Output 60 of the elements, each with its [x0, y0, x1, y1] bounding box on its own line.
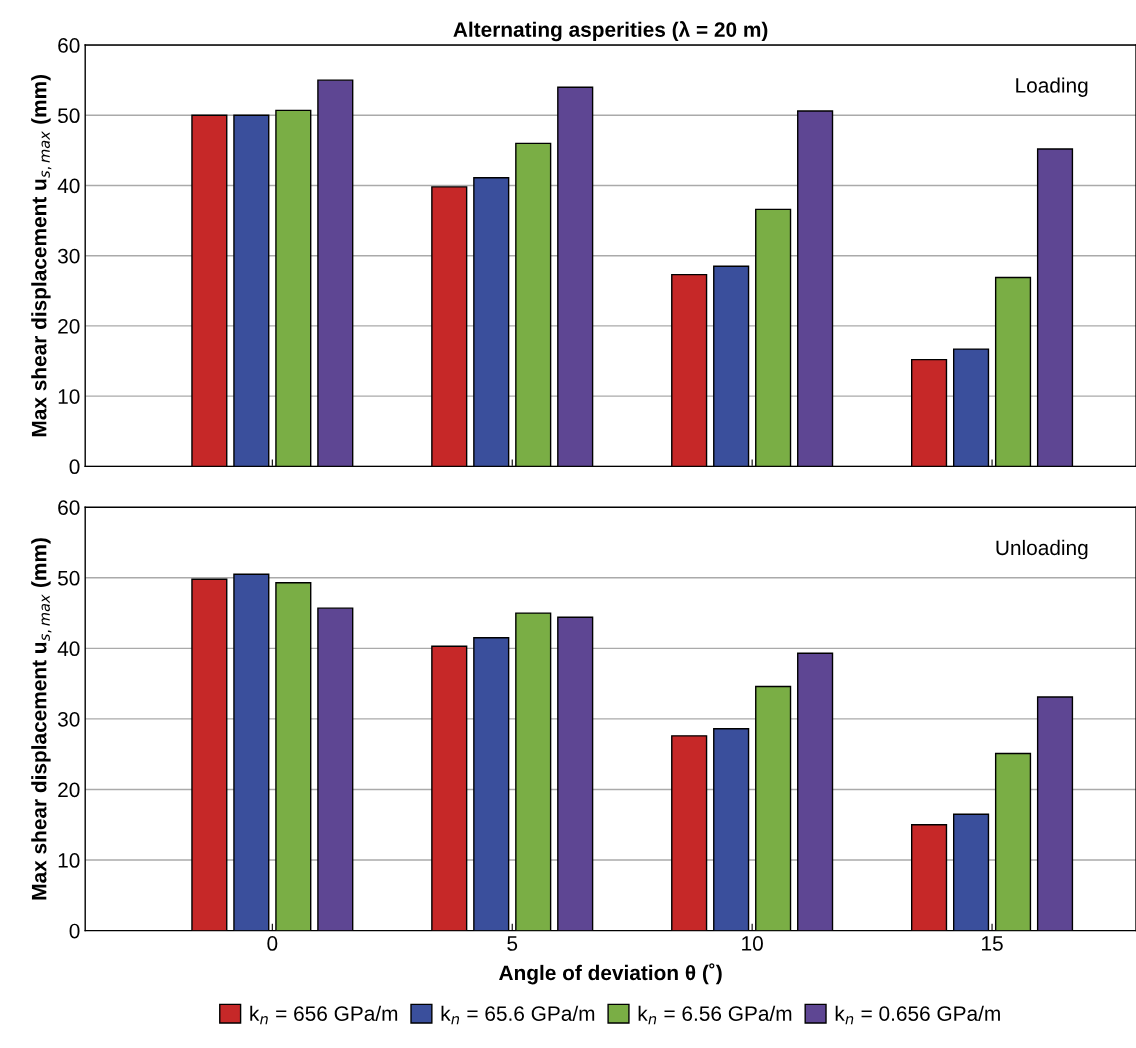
annotation: Loading — [1016, 77, 1088, 97]
y-tick-label: 20 — [58, 318, 80, 334]
bar — [755, 685, 792, 931]
bar — [431, 186, 468, 467]
bar — [233, 114, 270, 467]
y-tick-label: 40 — [57, 641, 80, 657]
legend-label: k$_{n}$ = 0.656 GPa/m — [835, 1005, 1000, 1025]
x-tick-label: 5 — [507, 936, 518, 951]
chart-title: Alternating asperities (λ = 20 m) — [453, 21, 768, 42]
bar — [431, 645, 468, 931]
bar — [191, 114, 228, 467]
bar — [952, 348, 990, 467]
legend-label: k$_{n}$ = 656 GPa/m — [250, 1005, 398, 1025]
bar — [994, 276, 1032, 467]
x-tick-label: 10 — [742, 936, 763, 951]
y-tick-label: 10 — [58, 853, 80, 868]
y-tick-label: 40 — [57, 178, 80, 194]
y-tick-label: 30 — [57, 711, 80, 727]
bar — [671, 735, 708, 931]
bar — [755, 208, 792, 467]
bar — [797, 110, 834, 467]
bar — [1036, 148, 1074, 467]
bar — [910, 358, 948, 467]
x-tick-label: 0 — [267, 936, 278, 951]
legend-label: k$_{n}$ = 6.56 GPa/m — [638, 1005, 792, 1025]
bar — [515, 142, 552, 467]
bar — [994, 752, 1032, 931]
y-tick-label: 10 — [58, 389, 80, 404]
y-tick-label: 30 — [57, 248, 80, 264]
bar — [317, 607, 354, 931]
bar — [910, 824, 948, 931]
bar — [515, 612, 552, 931]
y-tick-label: 60 — [58, 500, 80, 515]
bar — [797, 652, 834, 931]
bar — [557, 86, 594, 467]
x-axis-title: Angle of deviation θ (˚) — [499, 963, 722, 985]
bar — [557, 616, 594, 931]
bar — [1036, 696, 1074, 931]
bar — [233, 573, 270, 931]
y-tick-label: 0 — [69, 459, 80, 475]
bar — [671, 273, 708, 467]
bar — [473, 177, 510, 467]
y-tick-label: 0 — [69, 923, 80, 939]
bar — [275, 109, 312, 467]
bar — [275, 582, 312, 931]
bar — [191, 578, 228, 931]
annotation: Unloading — [996, 539, 1088, 560]
y-tick-label: 50 — [58, 570, 80, 586]
bar — [713, 265, 750, 467]
y-axis-title: Max shear displacement u$_{s,max}$ (mm) — [31, 74, 52, 437]
y-tick-label: 60 — [58, 38, 80, 53]
bar — [317, 79, 354, 467]
bar — [952, 813, 990, 931]
bar — [713, 728, 750, 931]
legend-label: k$_{n}$ = 65.6 GPa/m — [441, 1005, 595, 1025]
x-tick-label: 15 — [982, 936, 1003, 951]
y-tick-label: 50 — [58, 108, 80, 124]
y-tick-label: 20 — [58, 782, 80, 798]
y-axis-title: Max shear displacement u$_{s,max}$ (mm) — [31, 538, 52, 900]
bar — [473, 637, 510, 931]
